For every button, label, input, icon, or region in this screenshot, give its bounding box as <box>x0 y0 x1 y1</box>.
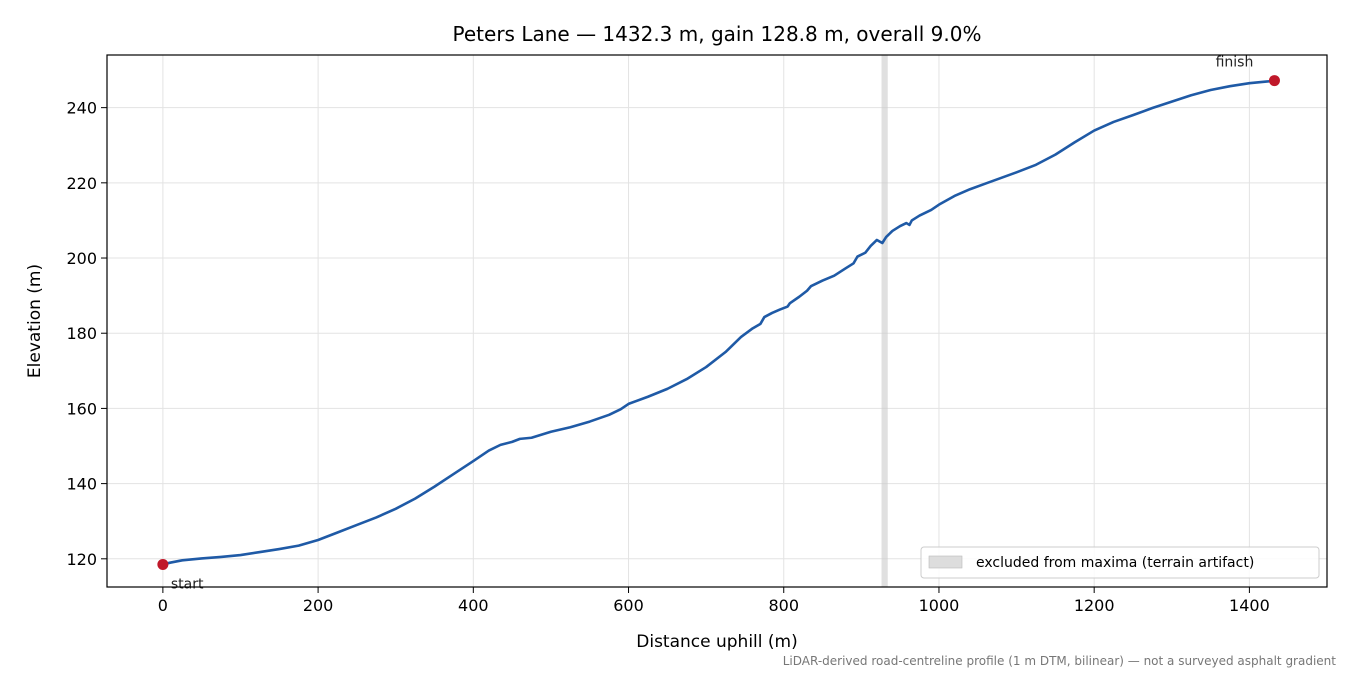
x-axis-label: Distance uphill (m) <box>636 632 797 652</box>
y-tick-label: 180 <box>66 324 97 343</box>
y-tick-label: 140 <box>66 475 97 494</box>
x-tick-label: 400 <box>458 596 489 615</box>
y-tick-label: 200 <box>66 249 97 268</box>
elevation-line <box>161 79 1276 566</box>
series-layer <box>161 79 1276 566</box>
start-marker <box>157 558 169 570</box>
x-tick-label: 1000 <box>919 596 960 615</box>
legend: excluded from maxima (terrain artifact) <box>920 546 1320 579</box>
ticks: 0 200 400 600 800 1000 1200 1400 120 140 160 180 200… <box>66 99 1269 615</box>
footnote: LiDAR-derived road-centreline profile (1… <box>783 654 1337 668</box>
excluded-band <box>881 55 888 587</box>
legend-label: excluded from maxima (terrain artifact) <box>976 555 1254 571</box>
marker-layer: start finish <box>157 55 1280 592</box>
y-tick-label: 160 <box>66 399 97 418</box>
start-label: start <box>171 576 204 592</box>
x-tick-label: 200 <box>303 596 334 615</box>
x-tick-label: 1200 <box>1074 596 1115 615</box>
x-tick-label: 1400 <box>1229 596 1270 615</box>
x-tick-label: 0 <box>158 596 168 615</box>
x-tick-label: 800 <box>768 596 799 615</box>
finish-label: finish <box>1216 55 1254 71</box>
legend-box <box>920 546 1320 579</box>
y-tick-label: 220 <box>66 174 97 193</box>
finish-marker <box>1268 75 1280 87</box>
plot-frame <box>106 54 1328 588</box>
x-tick-label: 600 <box>613 596 644 615</box>
y-tick-label: 120 <box>66 550 97 569</box>
grid <box>107 55 1327 587</box>
excluded-band-layer <box>881 55 888 587</box>
legend-swatch <box>928 555 963 569</box>
y-axis-label: Elevation (m) <box>25 264 45 378</box>
chart-title: Peters Lane — 1432.3 m, gain 128.8 m, ov… <box>453 22 982 46</box>
y-tick-label: 240 <box>66 99 97 118</box>
